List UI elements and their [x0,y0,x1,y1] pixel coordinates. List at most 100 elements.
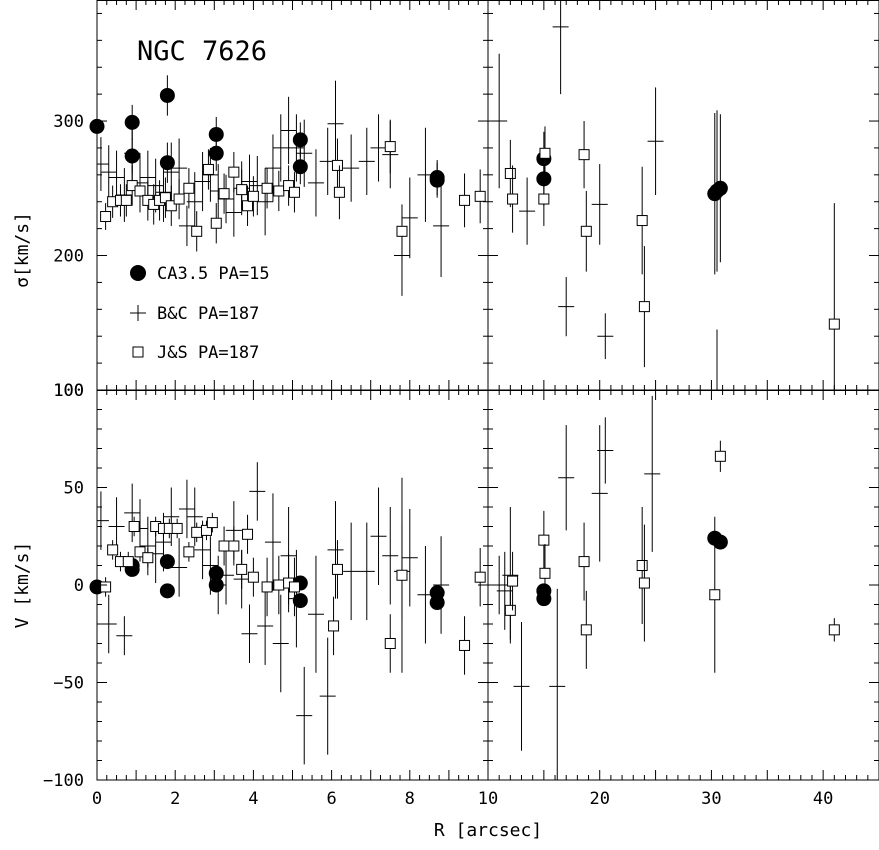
data-point-js [636,215,648,227]
data-point-ca35 [292,159,308,175]
chart-annotation: NGC 7626 [137,36,267,67]
data-point-js [709,589,721,601]
data-point-js [218,540,230,552]
data-point-js [538,193,550,205]
x-tick-label: 20 [589,789,609,809]
data-point-js [288,581,300,593]
legend-label: CA3.5 PA=15 [157,264,270,284]
x-tick-label: 6 [326,789,336,809]
data-point-js [459,639,471,651]
data-point-js [210,217,222,229]
velocity-axis-title: V [km/s] [12,542,33,629]
data-point-js [171,522,183,534]
data-point-js [328,620,340,632]
data-point-js [206,517,218,529]
x-axis-title: R [arcsec] [434,820,542,841]
data-point-js [261,182,273,194]
legend: CA3.5 PA=15 B&C PA=187 J&S PA=187 [130,264,270,363]
data-point-ca35 [208,565,224,581]
data-point-js [134,185,146,197]
y-tick-label: 100 [53,381,84,401]
data-point-js [580,225,592,237]
data-point-js [159,192,171,204]
y-tick-label: 50 [64,479,84,499]
data-point-js [333,186,345,198]
data-point-js [539,147,551,159]
data-point-js [539,567,551,579]
y-tick-label: −50 [53,674,84,694]
data-point-js [173,193,185,205]
data-point-js [273,185,285,197]
data-point-js [507,193,519,205]
data-point-js [474,571,486,583]
data-point-js [134,546,146,558]
data-point-js [122,556,134,568]
data-point-ca35 [124,114,140,130]
data-point-js [247,571,259,583]
data-point-ca35 [159,87,175,103]
data-point-js [200,524,212,536]
data-point-js [507,575,519,587]
y-tick-label: 200 [53,247,84,267]
x-tick-label: 2 [170,789,180,809]
data-point-js [236,184,248,196]
data-point-js [636,560,648,571]
data-point-js [191,225,203,237]
data-point-js [331,563,343,575]
data-point-js [202,163,214,175]
legend-label: J&S PA=187 [157,343,259,363]
data-point-js [384,638,396,649]
y-tick-label: 0 [74,576,84,596]
data-point-js [247,190,259,202]
data-point-js [228,166,240,178]
legend-label: B&C PA=187 [157,304,259,324]
y-tick-label: 300 [53,112,84,132]
data-point-ca35 [292,593,308,609]
data-point-js [165,200,177,212]
data-point-js [120,194,132,206]
x-tick-label: 40 [813,789,833,809]
data-point-js [578,149,590,161]
sigma-axis-title: σ[km/s] [12,212,33,288]
legend-marker-filled-circle [130,265,146,281]
data-point-js [283,180,295,192]
marks-layer [89,0,840,780]
data-point-js [100,211,112,223]
data-point-js [384,141,396,153]
data-point-js [142,552,154,564]
data-point-js [538,534,550,546]
data-point-js [504,604,516,616]
data-point-js [242,528,254,540]
data-point-js [183,546,195,558]
data-point-js [714,450,726,462]
x-tick-label: 0 [92,789,102,809]
data-point-ca35 [292,132,308,148]
data-point-ca35 [712,180,728,196]
data-point-js [578,556,590,568]
data-point-js [828,318,840,330]
y-tick-label: 100 [53,381,84,401]
data-point-ca35 [159,554,175,570]
data-point-js [242,200,254,212]
data-point-js [183,182,195,194]
data-point-js [107,544,119,556]
data-point-js [638,577,650,589]
data-point-ca35 [208,145,224,161]
data-point-js [474,190,486,202]
data-point-ca35 [712,534,728,550]
x-tick-label: 30 [701,789,721,809]
data-point-js [236,563,248,575]
data-point-js [396,569,408,581]
data-point-js [228,540,240,552]
x-tick-label: 10 [478,789,498,809]
data-point-js [396,225,408,237]
legend-marker-open-square [132,346,144,358]
data-point-js [218,188,230,200]
data-point-js [273,579,285,591]
y-tick-label: −100 [43,771,84,791]
data-point-js [128,521,140,532]
data-point-js [580,624,592,636]
